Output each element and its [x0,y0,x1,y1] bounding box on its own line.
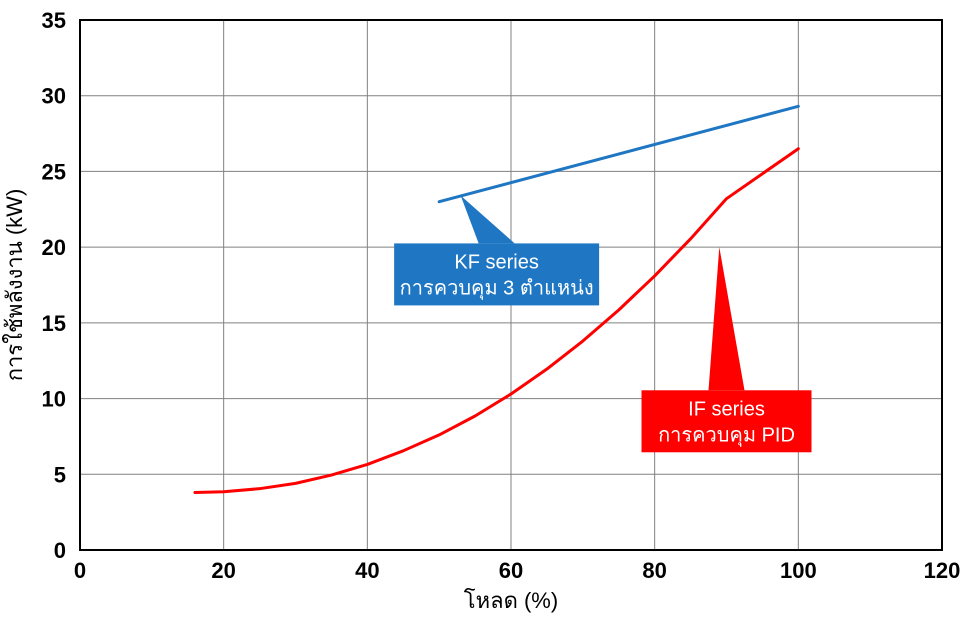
x-tick-label: 60 [499,558,523,583]
y-tick-label: 5 [54,462,66,487]
x-tick-label: 100 [780,558,817,583]
if_callout-line1: IF series [688,398,765,420]
y-axis-label: การใช้พลังงาน (kW) [2,189,27,382]
y-tick-label: 15 [42,311,66,336]
x-axis-label: โหลด (%) [464,588,558,613]
y-tick-label: 20 [42,235,66,260]
y-tick-label: 30 [42,84,66,109]
y-tick-label: 10 [42,387,66,412]
chart-container: 0 20 40 60 80 100 120 0 5 10 15 20 25 30 35 โหลด (%) การ… [0,0,972,625]
x-tick-label: 40 [355,558,379,583]
x-tick-label: 20 [211,558,235,583]
x-tick-label: 80 [642,558,666,583]
kf_callout-line2: การควบคุม 3 ตำแหน่ง [400,277,594,300]
kf_callout-line1: KF series [454,251,538,273]
x-tick-label: 0 [74,558,86,583]
if_callout-line2: การควบคุม PID [658,424,795,447]
y-tick-label: 0 [54,538,66,563]
chart-svg: 0 20 40 60 80 100 120 0 5 10 15 20 25 30 35 โหลด (%) การ… [0,0,972,625]
y-tick-label: 35 [42,8,66,33]
x-tick-label: 120 [924,558,961,583]
chart-background [0,0,972,625]
y-tick-label: 25 [42,159,66,184]
